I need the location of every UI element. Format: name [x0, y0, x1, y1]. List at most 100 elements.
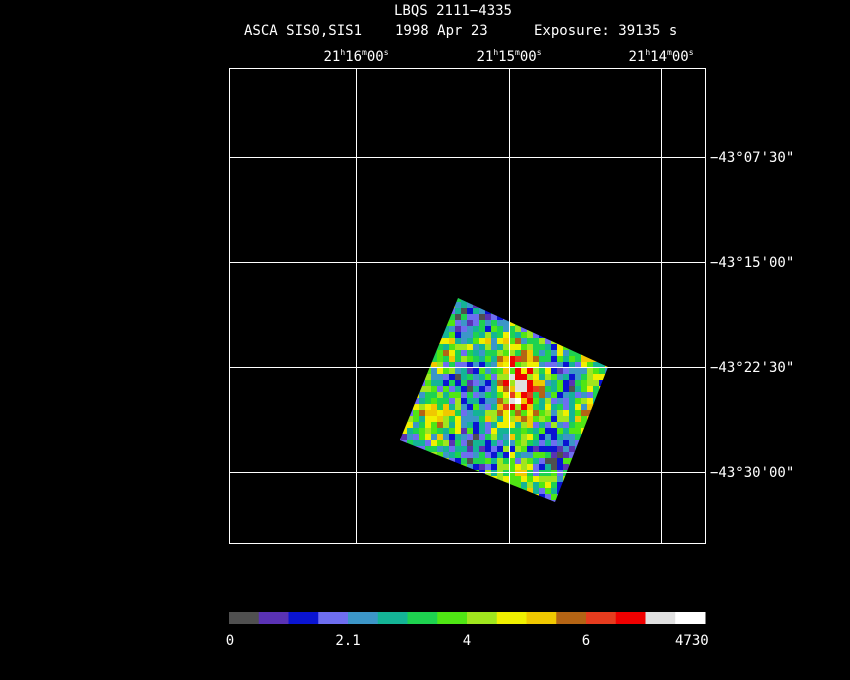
pixel — [569, 446, 575, 452]
pixel — [455, 440, 461, 446]
pixel — [479, 338, 485, 344]
pixel — [449, 338, 455, 344]
pixel — [455, 350, 461, 356]
pixel — [563, 392, 569, 398]
pixel — [443, 380, 449, 386]
pixel — [521, 428, 527, 434]
ra-value: 21 — [476, 49, 493, 65]
pixel — [587, 368, 593, 374]
pixel — [539, 458, 545, 464]
pixel — [557, 374, 563, 380]
colorbar-swatch — [318, 612, 349, 624]
pixel — [515, 326, 521, 332]
pixel — [557, 386, 563, 392]
pixel — [515, 458, 521, 464]
pixel — [443, 428, 449, 434]
pixel — [449, 386, 455, 392]
pixel — [551, 464, 557, 470]
pixel — [413, 416, 419, 422]
pixel — [497, 458, 503, 464]
pixel — [521, 356, 527, 362]
pixel — [473, 362, 479, 368]
pixel — [485, 458, 491, 464]
pixel — [485, 434, 491, 440]
pixel — [575, 386, 581, 392]
pixel — [461, 410, 467, 416]
pixel — [491, 458, 497, 464]
pixel — [455, 332, 461, 338]
pixel — [473, 398, 479, 404]
colorbar-swatch — [258, 612, 289, 624]
pixel — [527, 416, 533, 422]
pixel — [527, 464, 533, 470]
pixel — [443, 392, 449, 398]
pixel — [455, 434, 461, 440]
pixel — [551, 374, 557, 380]
pixel — [515, 440, 521, 446]
pixel — [473, 326, 479, 332]
pixel — [503, 434, 509, 440]
pixel — [551, 386, 557, 392]
pixel — [473, 314, 479, 320]
pixel — [455, 452, 461, 458]
colorbar-swatch — [615, 612, 646, 624]
pixel — [449, 326, 455, 332]
pixel — [497, 320, 503, 326]
pixel — [479, 440, 485, 446]
pixel — [581, 374, 587, 380]
pixel — [497, 464, 503, 470]
pixel — [557, 422, 563, 428]
pixel — [461, 386, 467, 392]
pixel — [425, 386, 431, 392]
pixel — [539, 338, 545, 344]
pixel — [533, 464, 539, 470]
pixel — [503, 338, 509, 344]
pixel — [497, 356, 503, 362]
pixel — [479, 326, 485, 332]
pixel — [527, 458, 533, 464]
pixel — [473, 416, 479, 422]
pixel — [545, 362, 551, 368]
pixel — [407, 440, 413, 446]
pixel — [533, 332, 539, 338]
pixel — [431, 410, 437, 416]
pixel — [515, 446, 521, 452]
pixel — [419, 416, 425, 422]
pixel — [533, 404, 539, 410]
pixel — [497, 452, 503, 458]
pixel — [437, 422, 443, 428]
pixel — [437, 452, 443, 458]
pixel — [413, 428, 419, 434]
pixel — [485, 422, 491, 428]
pixel — [533, 446, 539, 452]
pixel — [407, 422, 413, 428]
pixel — [449, 314, 455, 320]
pixel — [515, 476, 521, 482]
pixel — [521, 476, 527, 482]
pixel — [575, 416, 581, 422]
pixel — [497, 476, 503, 482]
pixel — [401, 428, 407, 434]
pixel — [479, 392, 485, 398]
pixel — [593, 362, 599, 368]
pixel — [551, 482, 557, 488]
pixel — [533, 338, 539, 344]
pixel — [545, 446, 551, 452]
pixel — [539, 440, 545, 446]
pixel — [563, 410, 569, 416]
pixel — [461, 362, 467, 368]
pixel — [455, 356, 461, 362]
pixel — [527, 374, 533, 380]
ra-value: 21 — [628, 49, 645, 65]
pixel — [551, 446, 557, 452]
pixel — [455, 368, 461, 374]
pixel — [569, 422, 575, 428]
pixel — [563, 464, 569, 470]
pixel — [515, 380, 521, 386]
pixel — [491, 374, 497, 380]
pixel — [461, 356, 467, 362]
pixel — [455, 398, 461, 404]
pixel — [437, 374, 443, 380]
pixel — [539, 428, 545, 434]
pixel — [479, 428, 485, 434]
